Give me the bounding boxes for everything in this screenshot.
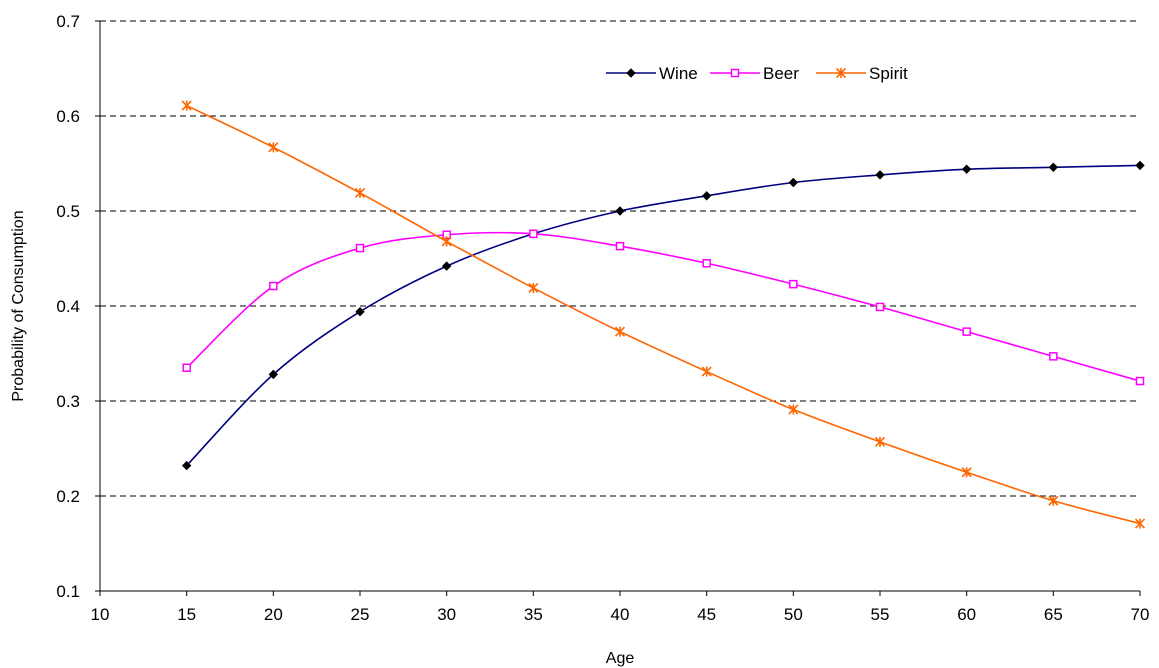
legend-item-beer: Beer [710, 64, 799, 83]
wine-point [1135, 160, 1145, 171]
legend-marker [730, 68, 740, 78]
legend: Wine Beer Spirit [606, 64, 908, 83]
legend-item-spirit: Spirit [816, 64, 908, 83]
y-tick-label: 0.1 [56, 582, 80, 601]
x-tick-label: 35 [524, 605, 543, 624]
wine-point [701, 191, 712, 201]
spirit-point [354, 187, 366, 199]
x-tick-label: 60 [957, 605, 976, 624]
wine-point [961, 164, 972, 174]
x-tick-label: 25 [351, 605, 370, 624]
spirit-point [874, 436, 886, 447]
legend-label: Spirit [869, 64, 908, 83]
beer-point [269, 281, 278, 291]
x-tick-label: 45 [697, 605, 716, 624]
x-axis-title: Age [606, 650, 635, 667]
series-lines [181, 100, 1146, 529]
spirit-point [181, 100, 192, 111]
legend-marker [835, 67, 847, 79]
x-tick-label: 50 [784, 605, 803, 624]
beer-point [702, 259, 711, 268]
series-beer [182, 229, 1145, 386]
y-tick-label: 0.2 [56, 487, 80, 506]
wine-point [1048, 162, 1059, 173]
spirit-point [701, 366, 712, 377]
x-tick-label: 30 [437, 605, 456, 624]
legend-label: Wine [659, 64, 698, 83]
beer-point [355, 243, 365, 253]
y-tick-label: 0.3 [56, 392, 80, 411]
spirit-point [614, 326, 626, 337]
legend-marker [626, 68, 636, 78]
x-tick-labels: 10 15 20 25 30 35 40 45 50 55 60 65 70 [91, 605, 1150, 624]
legend-item-wine: Wine [606, 64, 698, 83]
y-axis-title: Probability of Consumption [10, 210, 27, 401]
beer-line [186, 231, 1141, 382]
spirit-point [268, 142, 279, 153]
x-tick-label: 70 [1131, 605, 1150, 624]
x-tick-label: 55 [871, 605, 890, 624]
y-tick-label: 0.4 [56, 297, 80, 316]
y-tick-label: 0.7 [56, 12, 80, 31]
y-tick-labels: 0.1 0.2 0.3 0.4 0.5 0.6 0.7 [56, 12, 80, 601]
beer-point [529, 229, 538, 239]
y-tick-label: 0.6 [56, 107, 80, 126]
spirit-line [186, 104, 1141, 525]
series-spirit [181, 100, 1146, 529]
x-tick-label: 20 [264, 605, 283, 624]
beer-point [1135, 376, 1145, 386]
wine-point [181, 460, 192, 471]
x-tick-label: 40 [611, 605, 630, 624]
wine-point [875, 170, 885, 180]
x-tick-label: 10 [91, 605, 110, 624]
beer-point [615, 241, 625, 251]
x-tick-label: 15 [177, 605, 196, 624]
axes [95, 20, 1141, 596]
wine-point [268, 369, 279, 380]
spirit-point [441, 236, 452, 247]
wine-point [355, 306, 365, 317]
legend-label: Beer [763, 64, 799, 83]
beer-point [875, 302, 885, 312]
y-tick-label: 0.5 [56, 202, 80, 221]
beer-point [1049, 352, 1058, 361]
beer-point [182, 363, 191, 372]
spirit-point [1134, 518, 1146, 529]
spirit-point [1048, 495, 1059, 506]
gridlines [100, 20, 1140, 497]
x-tick-label: 65 [1044, 605, 1063, 624]
beer-point [962, 327, 971, 336]
series-wine [181, 160, 1145, 471]
wine-point [441, 261, 452, 271]
spirit-point [788, 404, 799, 415]
wine-point [788, 177, 799, 188]
wine-point [615, 206, 625, 216]
wine-line [186, 164, 1141, 467]
spirit-point [528, 282, 539, 294]
spirit-point [961, 467, 972, 478]
beer-point [789, 279, 798, 289]
